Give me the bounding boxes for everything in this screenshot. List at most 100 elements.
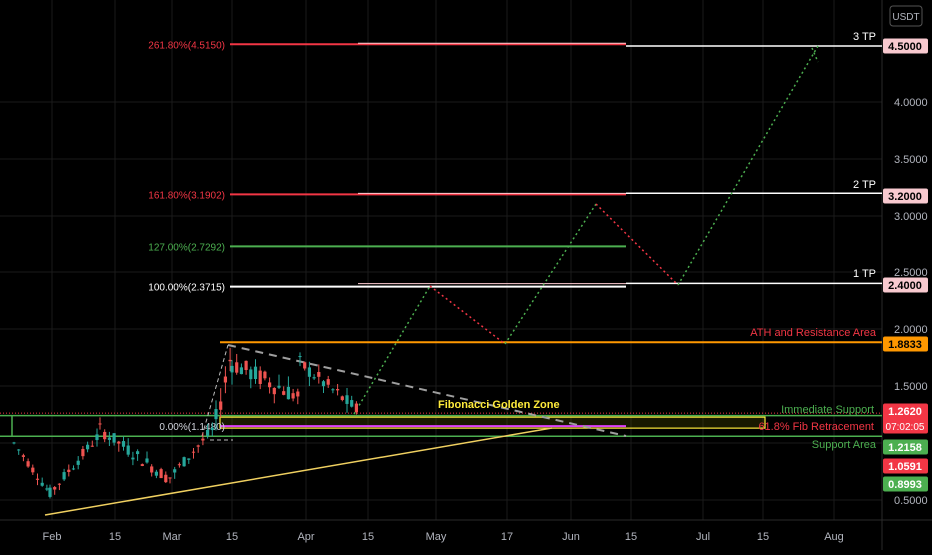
- candle-body: [303, 362, 307, 369]
- y-tick-label: 3.0000: [894, 211, 928, 223]
- candle-body: [239, 367, 243, 375]
- candle-body: [223, 376, 227, 383]
- chart-annotation: Immediate Support: [781, 404, 874, 416]
- candle-body: [145, 458, 149, 463]
- candle-body: [126, 445, 130, 455]
- candle-body: [12, 442, 16, 444]
- candle-body: [350, 400, 354, 407]
- countdown-text: 07:02:05: [886, 422, 925, 433]
- candle-body: [331, 389, 335, 391]
- chart-annotation: 61.8% Fib Retracement: [758, 421, 874, 433]
- candle-body: [286, 386, 290, 400]
- chart-annotation: 1 TP: [853, 268, 876, 280]
- candle-body: [164, 474, 168, 483]
- candle-body: [40, 482, 44, 486]
- candle-body: [168, 477, 172, 479]
- candle-body: [201, 438, 205, 441]
- candle-body: [272, 387, 276, 395]
- candle-body: [228, 359, 232, 362]
- candle-body: [35, 478, 40, 480]
- candle-body: [298, 356, 302, 358]
- candle-body: [187, 458, 191, 460]
- candle-body: [45, 488, 49, 490]
- y-tick-label: 2.5000: [894, 267, 928, 279]
- x-tick-label: Apr: [297, 531, 314, 543]
- price-axis-pill: [883, 458, 928, 474]
- candle-body: [214, 409, 218, 420]
- candle-body: [249, 369, 253, 380]
- projection-down-leg-1: [429, 285, 506, 345]
- candle-body: [95, 434, 99, 441]
- price-axis-pill-text: 2.4000: [888, 280, 922, 292]
- candle-body: [17, 449, 21, 451]
- candle-body: [317, 372, 321, 377]
- candle-body: [296, 391, 300, 397]
- candle-body: [177, 464, 181, 466]
- candle-body: [140, 464, 144, 466]
- chart-annotation: 3 TP: [853, 31, 876, 43]
- candle-body: [62, 472, 66, 480]
- candle-body: [182, 457, 186, 467]
- candle-body: [21, 455, 25, 457]
- chart-annotation: ATH and Resistance Area: [750, 327, 877, 339]
- price-axis-pill: [883, 439, 928, 455]
- candle-body: [103, 431, 107, 440]
- chart-annotation: Fibonacci Golden Zone: [438, 399, 560, 411]
- chart-annotation: Support Area: [812, 439, 877, 451]
- candle-body: [263, 371, 267, 379]
- candle-body: [277, 385, 281, 388]
- x-tick-label: May: [426, 531, 447, 543]
- candle-body: [173, 469, 177, 473]
- candle-body: [159, 469, 163, 479]
- candle-body: [76, 460, 80, 465]
- candle-body: [326, 379, 330, 385]
- x-tick-label: Jun: [562, 531, 580, 543]
- x-tick-label: Mar: [163, 531, 182, 543]
- descending-trendline: [227, 344, 627, 437]
- x-tick-label: 15: [757, 531, 769, 543]
- candle-body: [230, 365, 234, 373]
- price-axis-pill-text: 1.8833: [888, 339, 922, 351]
- currency-box: [889, 5, 923, 27]
- price-axis-pill: [883, 336, 928, 352]
- projection-up-leg-3: [677, 45, 819, 286]
- price-axis-pill-text: 1.0591: [888, 461, 922, 473]
- price-axis-pill: [883, 188, 928, 204]
- fib-level-label: 261.80%(4.5150): [148, 40, 225, 51]
- candle-body: [235, 362, 239, 373]
- candle-body: [191, 451, 196, 453]
- rising-trendline: [44, 427, 553, 516]
- chart-annotation: 2 TP: [853, 179, 876, 191]
- candle-body: [219, 401, 223, 410]
- candle-body: [291, 393, 295, 399]
- price-axis-pill: [883, 277, 928, 293]
- y-tick-label: 2.0000: [894, 324, 928, 336]
- candle-body: [340, 396, 344, 400]
- price-axis-pill-text: 1.2158: [888, 442, 922, 454]
- price-axis-pill-text: 1.2620: [888, 406, 922, 418]
- x-tick-label: Feb: [43, 531, 62, 543]
- currency-label: USDT: [892, 12, 919, 23]
- price-axis-pill: [883, 38, 928, 54]
- candle-body: [90, 445, 94, 447]
- price-axis-pill: [883, 476, 928, 492]
- candle-body: [136, 451, 140, 455]
- candle-body: [31, 467, 35, 473]
- candle-body: [98, 423, 102, 425]
- candle-body: [196, 445, 200, 447]
- candle-body: [345, 395, 349, 404]
- candle-body: [253, 366, 258, 380]
- candle-body: [336, 389, 340, 391]
- price-axis-pill-text: 0.8993: [888, 479, 922, 491]
- candle-body: [150, 466, 154, 473]
- fib-level-label: 0.00%(1.1480): [159, 422, 225, 433]
- candle-body: [268, 382, 272, 388]
- candle-body: [121, 441, 126, 447]
- x-tick-label: Jul: [696, 531, 710, 543]
- candle-body: [48, 487, 52, 497]
- candle-body: [67, 469, 71, 472]
- x-tick-label: 17: [501, 531, 513, 543]
